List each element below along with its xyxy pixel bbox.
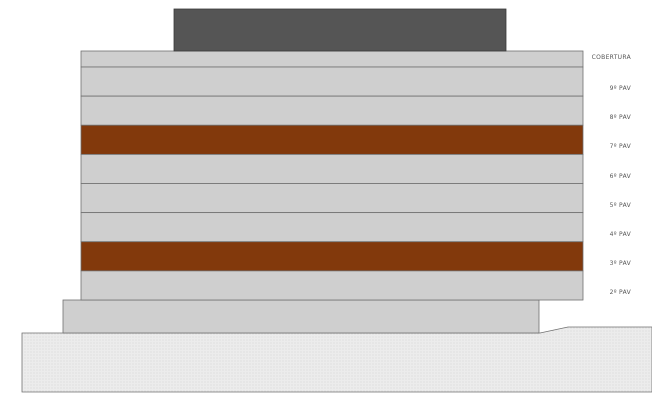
floor-label: 6º PAV: [609, 172, 631, 180]
floor-slab: [80, 95, 584, 126]
floor-slab: [80, 241, 584, 272]
floor-slab: [80, 124, 584, 155]
floor-label: 8º PAV: [609, 114, 631, 122]
floor-label: 9º PAV: [609, 85, 631, 93]
floor-slab: [80, 212, 584, 243]
floor-slab: [80, 66, 584, 97]
floor-label: 2º PAV: [609, 289, 631, 296]
floor-label: 7º PAV: [609, 143, 631, 151]
floor-slab: [80, 183, 584, 214]
floor-label: COBERTURA: [591, 54, 631, 61]
floor-slab: [80, 270, 584, 301]
floor-slab: [80, 153, 584, 184]
terrain: [21, 326, 652, 393]
floor-label: 4º PAV: [609, 230, 631, 238]
floor-slab: [80, 50, 584, 68]
podium-block: [62, 299, 540, 334]
floor-label: 5º PAV: [609, 201, 631, 209]
floor-label: 3º PAV: [609, 259, 631, 267]
roof-block: [173, 8, 507, 52]
